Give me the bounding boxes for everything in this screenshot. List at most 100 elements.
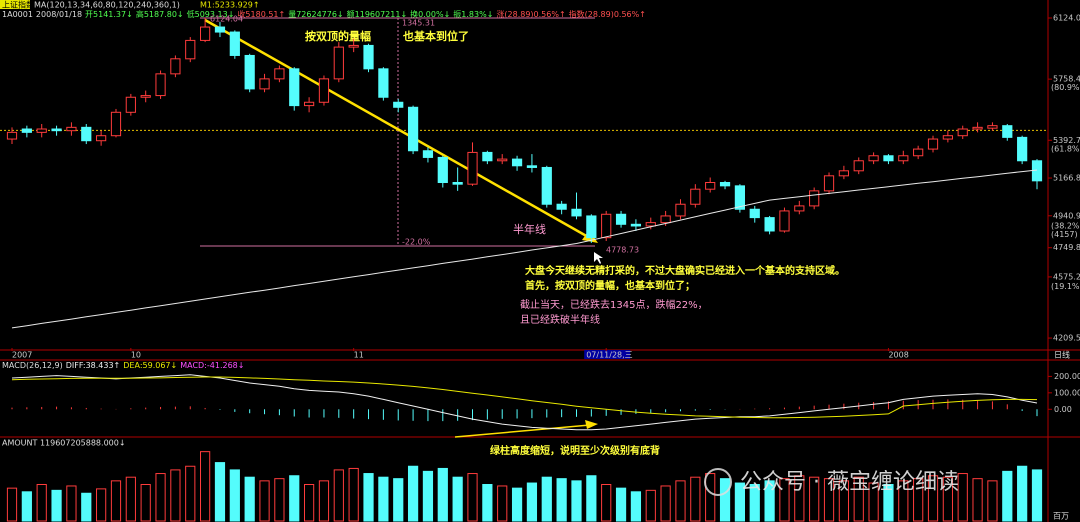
quote-item: 1A0001 [2, 10, 33, 19]
candle-body [407, 106, 419, 152]
volume-bar [972, 478, 983, 522]
annotation: 且已经跌破半年线 [520, 313, 600, 326]
candle-body [497, 158, 508, 162]
candle-body [333, 46, 344, 80]
candle-body [526, 165, 538, 168]
y-tick-label: 4749.88 [1053, 243, 1080, 252]
volume-bar [1017, 465, 1028, 522]
candle-body [927, 138, 939, 150]
candle-body [259, 78, 270, 90]
volume-bar [913, 478, 924, 522]
volume-bar [125, 476, 136, 522]
candle-body [645, 222, 656, 227]
volume-bar [541, 476, 552, 522]
candle-body [467, 151, 478, 185]
volume-bar [823, 478, 835, 522]
candle-body [6, 131, 18, 140]
candle-body [185, 39, 196, 60]
ma-line [11, 169, 1038, 329]
quote-item: 收5180.51↑ [237, 9, 285, 19]
candle-body [214, 26, 226, 33]
volume-bar [645, 489, 656, 522]
candle-body [452, 182, 463, 185]
volume-bar [259, 480, 270, 522]
y-tick-label: 5392.7 [1053, 136, 1080, 145]
volume-bar [482, 484, 493, 522]
volume-bar [898, 480, 909, 522]
volume-bar [883, 484, 894, 522]
period-label: 日线 [1054, 350, 1070, 360]
y-tick-label: 5758.4 [1053, 75, 1080, 84]
volume-bar [779, 478, 790, 522]
trend-arrow [204, 18, 591, 240]
candle-body [422, 150, 434, 158]
candle-body [942, 135, 953, 140]
arrow-head [585, 420, 598, 429]
volume-bar [348, 467, 359, 522]
candle-body [987, 125, 998, 129]
volume-bar [630, 491, 642, 522]
candle-body [140, 95, 151, 98]
volume-bar [244, 476, 255, 522]
volume-bar [586, 475, 597, 522]
candle-body [660, 215, 671, 224]
volume-bar [214, 462, 226, 522]
volume-bar [6, 487, 18, 522]
candle-body [511, 158, 523, 167]
quote-item: 量72624776↓ [288, 10, 343, 19]
candle-body [601, 213, 612, 239]
candle-body [437, 156, 448, 184]
candle-body [1017, 136, 1028, 162]
candle-body [823, 175, 835, 192]
candle-body [51, 128, 62, 132]
volume-bar [229, 469, 240, 522]
volume-bar [734, 482, 746, 522]
quote-item: 换0.00%↓ [410, 9, 450, 19]
candle-body [957, 128, 968, 137]
macd-label: DEA:59.067↓ [123, 361, 177, 370]
candle-body [36, 128, 47, 133]
candle-body [96, 135, 107, 142]
volume-bar [51, 489, 62, 522]
macd-label: MACD:-41.268↓ [180, 361, 244, 370]
candle-body [318, 78, 330, 103]
watermark: 公众号 · 薇宝缠论细读 [740, 470, 959, 495]
candle-body [482, 151, 493, 162]
annotation: 大盘今天继续无精打采的，不过大盘确实已经进入一个基本的支持区域。 [525, 264, 845, 277]
volume-bar [838, 480, 849, 522]
annotation: -22.0% [402, 238, 431, 247]
annotation: 绿柱高度缩短，说明至少次级别有底背 [490, 444, 660, 457]
quote-item: 额119607211↓ [347, 9, 408, 19]
candle-body [883, 155, 894, 162]
volume-bar [1031, 469, 1043, 522]
quote-item: 涨(28.89)0.56%↑ [496, 9, 565, 19]
candle-body [853, 160, 864, 172]
y-tick-label: 4940.9 [1053, 211, 1080, 220]
x-tick-label: 2007 [12, 351, 32, 360]
volume-bar [615, 487, 627, 522]
volume-bar [36, 484, 47, 522]
quote-item: 指数(28.89)0.56%↑ [569, 9, 646, 19]
macd-label: DIFF:38.433↑ [66, 361, 121, 370]
candle-body [125, 96, 136, 113]
candle-body [378, 68, 389, 98]
candle-body [200, 26, 211, 41]
trend-arrow [454, 424, 591, 438]
candle-body [1002, 125, 1013, 138]
volume-bar [393, 478, 404, 522]
quote-item: 高5187.80↓ [136, 9, 184, 19]
volume-bar [407, 465, 419, 522]
volume-bar [289, 475, 300, 522]
volume-bar [957, 473, 968, 522]
volume-bar [690, 476, 701, 522]
candle-body [972, 126, 983, 130]
volume-bar [1002, 470, 1013, 522]
ma-label: MA(120,13,34,60,80,120,240,360,1) [34, 1, 180, 10]
volume-header: AMOUNT 119607205888.000↓ [2, 439, 126, 448]
volume-bar [987, 480, 998, 522]
annotation: 截止当天，已经跌去1345点，跌幅22%， [520, 298, 708, 311]
candle-body [913, 148, 924, 157]
diff-line [11, 374, 1038, 431]
macd-label: MACD(26,12,9) [2, 361, 63, 370]
candle-body [348, 44, 359, 48]
